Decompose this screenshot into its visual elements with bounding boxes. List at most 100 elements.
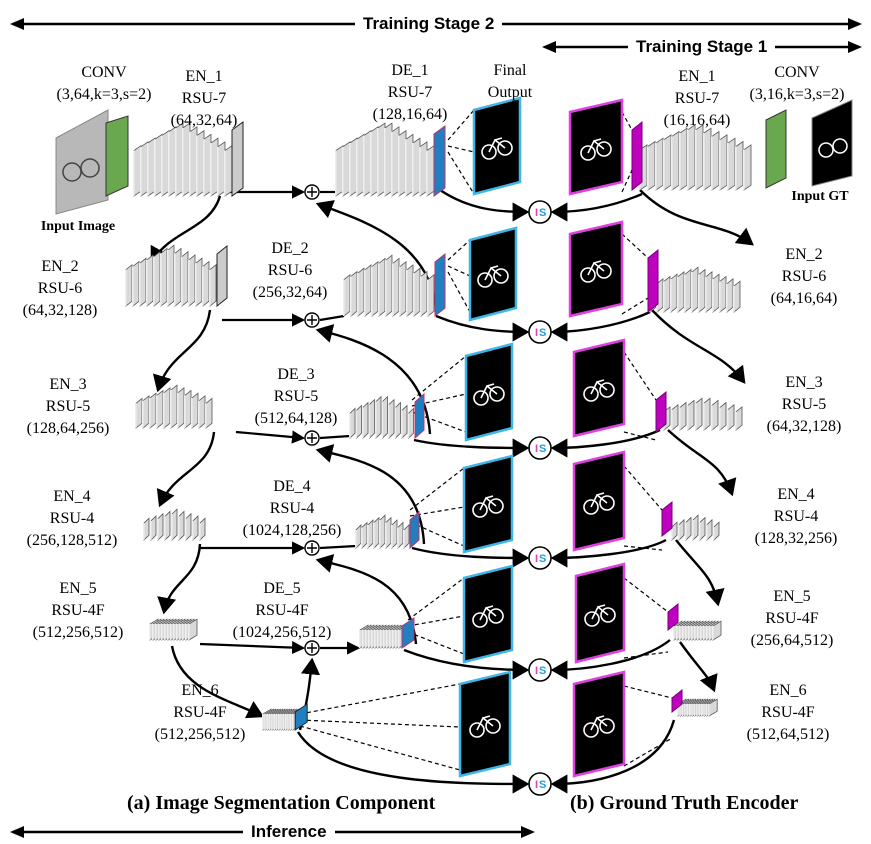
a-output-panel-4-bike-frame	[479, 495, 497, 511]
a-en5-stack-plate-face	[167, 624, 169, 640]
a-de3-stack-plate-side	[401, 404, 408, 439]
a-de1-stack-plate-face	[398, 135, 400, 196]
b-en1-stack-plate-side	[663, 134, 672, 191]
a-en2-stack-plate-side	[188, 254, 196, 307]
a-output-panel-4-bike-wheel	[488, 498, 504, 514]
is-node-6-letter-s: S	[539, 779, 546, 791]
is-node-5-circle	[528, 658, 552, 682]
a-output-panel-1-bike-wheel	[497, 140, 513, 156]
b-en1-stack-plate-face	[727, 143, 729, 190]
input-gt-thumbnail	[811, 99, 853, 187]
b-en6-stack-plate-face	[701, 704, 703, 716]
b-en6-stack-plate-face	[686, 704, 689, 716]
a-de1-stack-end-plate	[433, 125, 446, 197]
a-en3-stack-plate-side	[198, 395, 206, 429]
a-de1-stack-plate-face	[370, 131, 372, 196]
a-output-panel-1-frame	[472, 96, 522, 196]
a-de5-label: DE_5 RSU-4F (1024,256,512)	[233, 578, 332, 644]
a-output-panel-1-bike-frame	[488, 137, 506, 153]
b-proj-dash	[623, 651, 669, 659]
a-de5-stack	[359, 617, 415, 649]
b-en2-stack	[649, 266, 741, 313]
is-node-3-letter-s: S	[539, 443, 546, 455]
a-de2-stack-plate-face	[420, 276, 422, 316]
a-en6-stack-plate-face	[268, 714, 271, 730]
a-plus-2	[304, 312, 320, 328]
a-output-panel-4-bike-wheel	[472, 502, 488, 518]
b-en6-stack-plate-face	[689, 704, 691, 716]
b-en1-stack-plate-face	[719, 139, 721, 190]
a-output-panel-2	[468, 226, 518, 322]
b-en6-stack-plate-face	[708, 704, 710, 716]
a-de4-stack-plate-face	[403, 529, 405, 548]
a-en5-stack	[149, 618, 198, 641]
a-up-3	[315, 443, 426, 545]
a-de1-stack-plate-face	[419, 146, 421, 196]
a-de2-stack-plate-face	[392, 263, 394, 316]
inference-arrow-right-head	[521, 826, 535, 838]
a-en2-stack-plate-face	[209, 269, 211, 306]
a-en2-label: EN_2 RSU-6 (64,32,128)	[23, 256, 98, 322]
a-en4-stack	[143, 508, 206, 541]
b-proj-dash	[623, 577, 669, 613]
a-en5-stack-plate-face	[161, 624, 163, 640]
is-node-6-circle	[528, 772, 552, 796]
a-output-panel-6-frame	[458, 670, 512, 778]
b-en4-stack-plate-face	[713, 527, 715, 540]
a-plus-5	[304, 640, 320, 656]
b-proj-dash	[623, 685, 673, 699]
a-de4-label: DE_4 RSU-4 (1024,128,256)	[243, 476, 342, 542]
b-en3-stack-plate-face	[735, 411, 737, 430]
a-de2-stack-plate-face	[378, 263, 380, 316]
a-plus-5-cross	[307, 643, 317, 653]
a-de4-stack-plate-face	[379, 520, 381, 548]
a-de3-stack-plate-face	[375, 401, 377, 438]
a-en1-stack-plate-side	[203, 133, 212, 197]
a-de2-stack-plate-side	[364, 264, 372, 317]
a-de3-label: DE_3 RSU-5 (512,64,128)	[255, 364, 338, 430]
a-en1-id: EN_1	[185, 68, 223, 85]
b-en6-type: RSU-4F	[761, 704, 815, 721]
a-en1-stack-plate-side	[210, 137, 219, 197]
b-en1-stack-plate-side	[743, 144, 752, 191]
b-en5-stack-plate-face	[682, 626, 684, 640]
a-de4-id: DE_4	[273, 478, 311, 495]
a-de1-type: RSU-7	[387, 84, 433, 101]
b-gt-plate-6	[671, 688, 683, 714]
a-en1-stack-plate-face	[168, 131, 170, 196]
b-gt-panel-3-frame	[572, 338, 626, 438]
a-de3-stack-plate-face	[381, 401, 383, 438]
a-de2-stack-plate-side	[420, 270, 428, 317]
a-en1-stack-plate-side	[154, 133, 163, 197]
b-en2-stack-plate-face	[698, 274, 700, 312]
b-en3-stack-plate-side	[711, 399, 719, 431]
b-proj-dash	[623, 431, 657, 441]
final-output-line2: Output	[487, 84, 533, 101]
a-en2-stack-plate-face	[167, 250, 169, 306]
b-en1-params: (16,16,64)	[663, 112, 731, 129]
b-en4-stack-plate-side	[678, 518, 685, 541]
a-proj-dash	[407, 631, 465, 655]
a-output-panel-3	[464, 342, 514, 442]
a-en4-stack-plate-face	[164, 516, 166, 540]
b-gt-panel-4-bike-wheel	[583, 499, 599, 515]
b-to-is-4	[550, 538, 667, 568]
a-de5-type: RSU-4F	[255, 602, 309, 619]
a-en3-stack-plate-side	[184, 389, 192, 429]
a-de1-stack-plate-side	[412, 137, 421, 197]
b-en2-stack-plate-side	[684, 268, 692, 313]
b-en6-stack	[677, 698, 718, 717]
b-en2-params: (64,16,64)	[770, 290, 838, 307]
a-en1-stack-plate-face	[175, 127, 177, 196]
a-en3-stack-plate-face	[184, 395, 186, 428]
a-en3-stack-plate-side	[191, 392, 199, 429]
a-output-panel-5-frame	[462, 564, 514, 664]
a-de1-params: (128,16,64)	[372, 106, 448, 123]
b-en3-stack-plate-side	[671, 403, 679, 431]
a-en1-stack-plate-face	[196, 135, 198, 196]
a-plus-4	[304, 540, 320, 556]
b-en5-stack-plate-face	[700, 626, 702, 640]
b-en1-stack-plate-side	[703, 127, 712, 191]
b-en1-stack-plate-face	[695, 129, 697, 190]
